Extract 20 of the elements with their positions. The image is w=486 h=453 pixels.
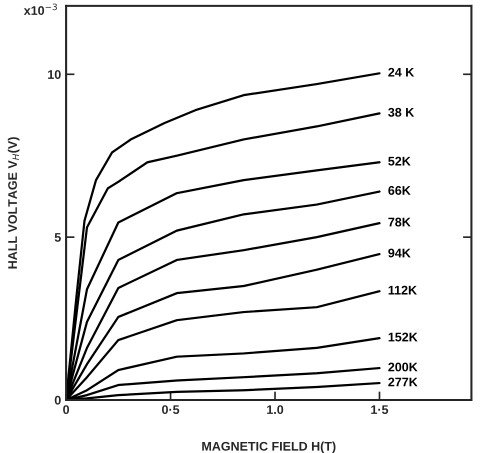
series-label: 52K [388, 156, 411, 166]
series-label: 24 K [388, 68, 414, 77]
y-axis-title: HALL VOLTAGE V$_{H}$(V) [8, 137, 20, 268]
series-label: 112K [388, 286, 417, 294]
x-tick-label: 0 [63, 405, 70, 414]
series-label: 38 K [388, 108, 414, 117]
y-tick-label: 0 [54, 396, 61, 405]
x-tick-label: 1.0 [267, 405, 284, 414]
series-label: 200K [388, 362, 418, 372]
series-label: 277K [388, 378, 418, 386]
series-label: 78K [388, 218, 411, 226]
series-label: 66K [388, 186, 411, 195]
x-tick-label: 1·5 [371, 405, 388, 414]
y-tick-label: 10 [48, 70, 61, 79]
text: x10$^{−3}$ [24, 4, 57, 15]
series-label: 94K [388, 248, 411, 258]
y-tick-label: 5 [54, 233, 61, 242]
x-axis-title: MAGNETIC FIELD H(T) [202, 442, 336, 453]
x-tick-label: 0·5 [162, 405, 180, 414]
series-label: 152K [388, 332, 418, 342]
